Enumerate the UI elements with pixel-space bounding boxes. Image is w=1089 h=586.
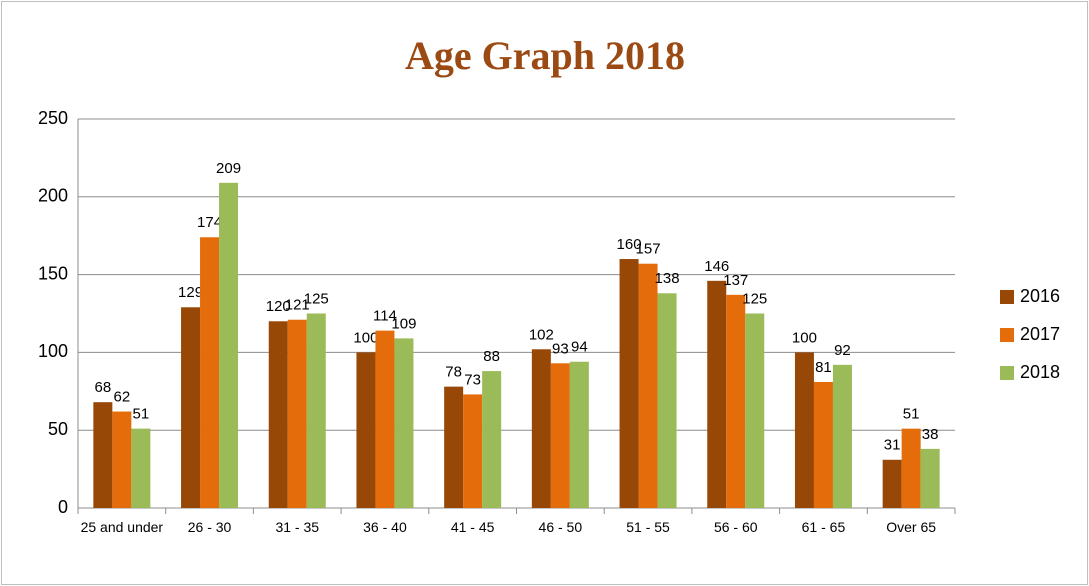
bar bbox=[707, 280, 727, 508]
x-tick-label: 36 - 40 bbox=[363, 519, 407, 535]
bar bbox=[832, 364, 852, 508]
x-tick-label: Over 65 bbox=[886, 519, 937, 535]
bar bbox=[619, 259, 639, 508]
bar bbox=[200, 237, 220, 509]
value-label: 114 bbox=[373, 308, 397, 325]
value-label: 109 bbox=[391, 315, 416, 332]
value-label: 129 bbox=[178, 284, 203, 301]
bar bbox=[306, 313, 326, 508]
value-label: 121 bbox=[285, 297, 310, 314]
bar bbox=[93, 402, 113, 508]
y-tick-label: 0 bbox=[58, 497, 68, 517]
value-label: 68 bbox=[95, 379, 112, 396]
bar bbox=[219, 182, 239, 508]
x-tick-label: 56 - 60 bbox=[713, 519, 758, 535]
value-label: 92 bbox=[834, 342, 851, 359]
y-tick-label: 200 bbox=[38, 186, 68, 206]
bar bbox=[638, 263, 658, 508]
bar bbox=[375, 330, 395, 508]
value-label: 102 bbox=[529, 326, 554, 343]
bar bbox=[112, 411, 132, 508]
x-tick-label: 61 - 65 bbox=[801, 519, 846, 535]
y-tick-label: 250 bbox=[38, 108, 68, 128]
legend-label: 2017 bbox=[1020, 324, 1060, 344]
value-label: 174 bbox=[197, 214, 222, 231]
bar bbox=[657, 293, 677, 508]
bar bbox=[531, 349, 551, 508]
x-tick-label: 26 - 30 bbox=[187, 519, 232, 535]
bar bbox=[920, 448, 940, 508]
value-label: 51 bbox=[903, 406, 920, 423]
bar bbox=[394, 338, 414, 508]
legend-label: 2018 bbox=[1020, 362, 1060, 382]
bar bbox=[181, 307, 201, 508]
value-label: 31 bbox=[884, 437, 901, 454]
value-label: 62 bbox=[114, 388, 131, 405]
bar bbox=[482, 371, 502, 508]
bar bbox=[901, 428, 921, 508]
legend-label: 2016 bbox=[1020, 286, 1060, 306]
x-tick-label: 41 - 45 bbox=[450, 519, 495, 535]
bar bbox=[356, 352, 376, 508]
bar bbox=[813, 381, 833, 508]
x-tick-label: 31 - 35 bbox=[275, 519, 320, 535]
bar bbox=[794, 352, 814, 508]
bar bbox=[131, 428, 151, 508]
bar bbox=[726, 294, 746, 508]
x-tick-label: 51 - 55 bbox=[626, 519, 670, 535]
value-label: 146 bbox=[704, 258, 729, 275]
value-label: 38 bbox=[922, 426, 939, 443]
value-label: 125 bbox=[742, 290, 767, 307]
value-label: 138 bbox=[655, 270, 680, 287]
value-label: 88 bbox=[483, 348, 500, 365]
value-label: 81 bbox=[815, 359, 832, 376]
bar bbox=[745, 313, 765, 508]
bar bbox=[569, 361, 589, 508]
bar bbox=[268, 321, 288, 508]
value-label: 100 bbox=[353, 329, 378, 346]
value-label: 125 bbox=[304, 290, 329, 307]
value-label: 160 bbox=[617, 236, 642, 253]
y-tick-label: 100 bbox=[38, 341, 68, 361]
y-tick-label: 50 bbox=[48, 419, 68, 439]
value-label: 78 bbox=[445, 364, 462, 381]
value-label: 209 bbox=[216, 160, 241, 177]
legend-swatch bbox=[1000, 328, 1014, 342]
value-label: 93 bbox=[552, 340, 569, 357]
legend-swatch bbox=[1000, 290, 1014, 304]
y-tick-label: 150 bbox=[38, 263, 68, 283]
value-label: 100 bbox=[792, 329, 817, 346]
chart-title: Age Graph 2018 bbox=[405, 33, 685, 78]
bar bbox=[463, 394, 483, 508]
value-label: 137 bbox=[723, 272, 748, 289]
bar bbox=[287, 319, 307, 508]
value-label: 157 bbox=[636, 241, 661, 258]
value-label: 51 bbox=[133, 406, 150, 423]
value-label: 94 bbox=[571, 339, 588, 356]
value-label: 120 bbox=[266, 298, 291, 315]
legend-swatch bbox=[1000, 366, 1014, 380]
x-tick-label: 46 - 50 bbox=[538, 519, 583, 535]
bar bbox=[444, 386, 464, 508]
bar bbox=[550, 363, 570, 508]
bar bbox=[882, 459, 902, 508]
x-tick-label: 25 and under bbox=[80, 519, 164, 535]
value-label: 73 bbox=[464, 371, 481, 388]
